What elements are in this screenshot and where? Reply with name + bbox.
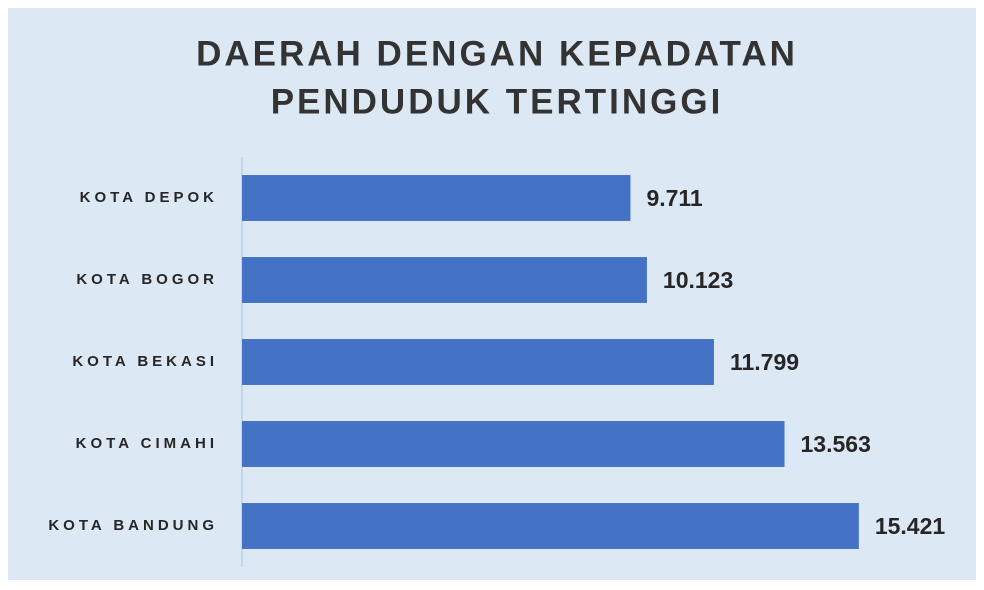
bar <box>242 257 647 303</box>
bar <box>242 339 714 385</box>
y-tick-label: KOTA BEKASI <box>72 353 218 370</box>
value-label: 15.421 <box>875 513 946 539</box>
y-tick-label: KOTA DEPOK <box>80 189 218 206</box>
value-label: 13.563 <box>801 431 871 457</box>
bar <box>242 503 859 549</box>
y-tick-label: KOTA BOGOR <box>76 271 218 288</box>
chart-title: DAERAH DENGAN KEPADATAN <box>196 34 798 73</box>
y-tick-label: KOTA CIMAHI <box>76 435 218 452</box>
value-label: 10.123 <box>663 267 733 293</box>
bar <box>242 421 785 467</box>
y-tick-label: KOTA BANDUNG <box>48 517 218 534</box>
value-label: 11.799 <box>730 349 799 375</box>
bar <box>242 175 631 221</box>
chart-title: PENDUDUK TERTINGGI <box>271 82 724 121</box>
value-label: 9.711 <box>646 185 702 211</box>
